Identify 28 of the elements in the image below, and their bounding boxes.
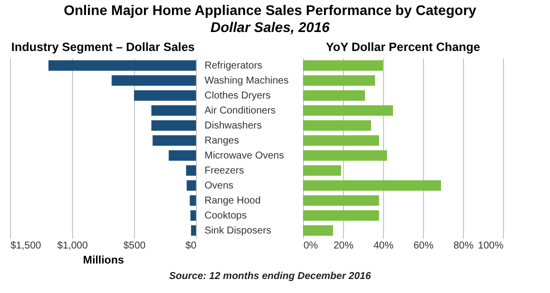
x-tick-label: 100% <box>478 240 504 252</box>
x-tick-label: 60% <box>413 240 434 252</box>
x-tick-label: 40% <box>373 240 394 252</box>
chart-title: YoY Dollar Percent Change <box>326 40 480 54</box>
x-tick-label: 80% <box>453 240 474 252</box>
x-tick-label: $1,500 <box>10 240 42 252</box>
y-tick-label: Washing Machines <box>204 76 289 86</box>
y-tick-label: Dishwashers <box>204 120 262 132</box>
x-axis-title: Millions <box>83 254 124 266</box>
source-note: Source: 12 months ending December 2016 <box>169 271 372 282</box>
y-tick-label: Air Conditioners <box>204 106 276 116</box>
x-tick-label: $500 <box>123 240 146 252</box>
text: Online Major Home Appliance Sales Performance by Category <box>64 2 477 18</box>
y-tick-label: Ranges <box>204 136 239 146</box>
y-tick-label: Freezers <box>204 166 244 176</box>
y-tick-label: Refrigerators <box>204 60 262 72</box>
y-tick-label: Clothes Dryers <box>204 90 271 102</box>
y-tick-label: Ovens <box>204 180 234 192</box>
x-tick-label: $1,000 <box>57 240 88 252</box>
x-tick-label: $0 <box>185 240 197 252</box>
x-tick-label: 0% <box>304 240 318 252</box>
y-tick-label: Microwave Ovens <box>204 150 284 162</box>
x-tick-label: 20% <box>333 240 354 252</box>
y-tick-label: Sink Disposers <box>204 226 272 236</box>
y-tick-label: Cooktops <box>204 210 247 222</box>
text: Dollar Sales, 2016 <box>210 19 330 35</box>
y-tick-label: Range Hood <box>204 196 261 206</box>
chart-title: Industry Segment – Dollar Sales <box>11 40 196 54</box>
